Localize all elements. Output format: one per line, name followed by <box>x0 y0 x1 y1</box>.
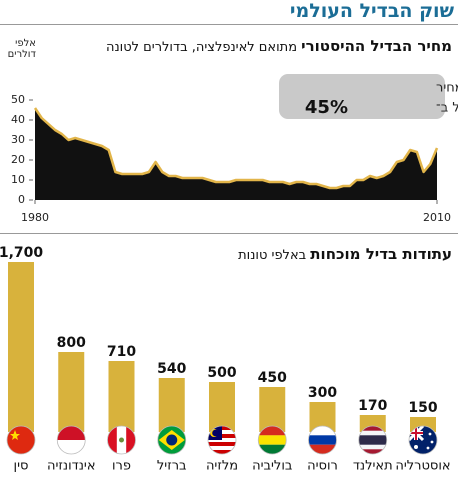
flag-rim <box>358 425 388 455</box>
bar <box>209 382 235 432</box>
flag-malaysia <box>208 426 236 454</box>
bar-group <box>158 378 185 432</box>
chart-subtitle: באלפי טונות <box>238 248 307 263</box>
annotation-box <box>279 74 445 119</box>
bar-group <box>58 352 85 432</box>
value-label: 450 <box>258 370 287 386</box>
flag-rim <box>207 425 237 455</box>
annotation-text: מ־1980 ירד מחיר <box>436 81 458 96</box>
flag-rim <box>308 425 337 455</box>
bar <box>108 361 135 432</box>
flag-peru <box>107 426 136 454</box>
flag-thailand <box>358 426 387 454</box>
x-tick-label: פרו <box>112 459 131 474</box>
chart-title: מחיר הבדיל ההיסטורי <box>301 37 452 55</box>
bar-group <box>108 361 135 432</box>
flag-rim <box>157 425 187 455</box>
value-label: 800 <box>57 335 86 351</box>
page-title: שוק הבדיל העולמי <box>289 0 454 22</box>
line <box>33 107 439 190</box>
bar-group <box>209 382 235 432</box>
value-label: 500 <box>207 365 236 381</box>
bar <box>8 262 34 432</box>
flag-indonesia <box>57 426 86 454</box>
chart-title: עתודות בדיל מוכחות <box>310 245 452 263</box>
x-tick-label: אוסטרליה <box>395 459 450 474</box>
y-tick-label: 50 <box>11 93 25 106</box>
flags <box>7 426 437 454</box>
bar <box>259 387 286 432</box>
y-tick-label: 0 <box>18 193 25 206</box>
annotation-text: הבדיל ב־ <box>436 101 458 116</box>
x-tick-label: ברזיל <box>157 459 187 474</box>
y-tick-label: 30 <box>11 133 25 146</box>
y-tick-label: 40 <box>11 113 25 126</box>
chart-subtitle: מתואם לאינפלציה, בדולרים לטונה <box>105 40 298 55</box>
flag-bolivia <box>258 426 287 454</box>
flag-rim <box>6 425 36 455</box>
flag-brazil <box>157 426 186 454</box>
x-tick-label: אינדונזיה <box>47 459 96 474</box>
flag-rim <box>56 425 86 455</box>
x-tick-label: תאילנד <box>353 459 393 474</box>
area-fill <box>35 108 437 200</box>
value-label: 170 <box>358 398 387 414</box>
value-label: 540 <box>157 361 186 377</box>
x-tick-label: מלזיה <box>206 459 238 474</box>
bar <box>158 378 185 432</box>
x-tick-label: סין <box>14 459 29 474</box>
flag-rim <box>257 425 287 455</box>
flag-rim <box>408 425 438 455</box>
y-axis-label: אלפי דולרים <box>7 38 36 60</box>
x-tick-label: בוליביה <box>252 459 292 474</box>
value-label: 710 <box>107 344 136 360</box>
value-label: 1,700 <box>0 245 43 261</box>
chart-heading: מחיר הבדיל ההיסטורי מתואם לאינפלציה, בדו… <box>106 37 452 55</box>
bar-group <box>8 262 34 432</box>
x-tick-label: 1980 <box>21 211 49 224</box>
flag-rim <box>107 425 136 455</box>
bar <box>58 352 85 432</box>
x-tick-label: רוסיה <box>307 459 338 474</box>
flag-russia <box>308 426 337 454</box>
x-tick-label: 2010 <box>423 211 451 224</box>
y-tick-label: 20 <box>11 153 25 166</box>
value-label: 300 <box>308 385 337 401</box>
value-label: 150 <box>408 400 437 416</box>
annotation-emphasis: 45% <box>305 97 348 118</box>
bar-group <box>259 387 286 432</box>
chart-heading: עתודות בדיל מוכחות באלפי טונות <box>238 245 452 263</box>
y-tick-label: 10 <box>11 173 25 186</box>
flag-china <box>7 426 35 454</box>
